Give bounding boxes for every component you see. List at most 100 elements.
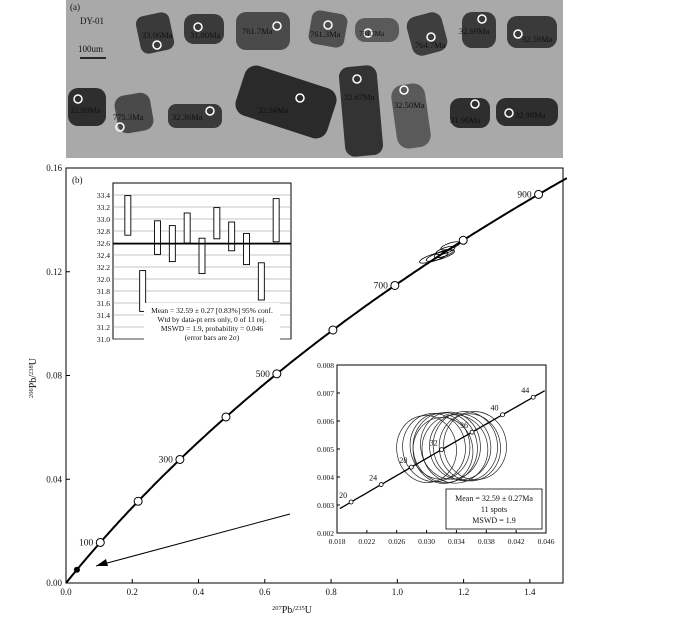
y-tick-label: 0.002 (317, 529, 334, 538)
grain-age-label: 31.80Ma (190, 30, 221, 40)
x-tick-label: 0.4 (193, 587, 205, 597)
y-tick-label: 31.6 (97, 299, 110, 308)
zircon-grain: 764.7Ma (406, 12, 448, 56)
age-marker (469, 429, 475, 435)
zircon-grain: 33.06Ma (135, 12, 175, 54)
error-box (154, 220, 161, 255)
zircon-cl-mosaic: (a) DY-01 100um 33.06Ma 31.80Ma 761.7Ma … (68, 2, 558, 157)
young-age-cluster (73, 566, 80, 573)
age-label: 700 (374, 281, 389, 291)
error-box (198, 237, 206, 275)
y-tick-label: 0.006 (317, 417, 334, 426)
sample-label: DY-01 (80, 16, 104, 26)
age-label: 28 (399, 456, 407, 465)
x-tick-label: 0.018 (329, 537, 346, 546)
zircon-grain: 32.67Ma (338, 65, 384, 157)
error-box (183, 212, 191, 244)
error-box (213, 207, 221, 240)
zircon-grain: 32.94Ma (235, 65, 337, 139)
age-marker (221, 412, 231, 422)
age-marker (133, 496, 143, 506)
x-axis-title: 207Pb/235U (272, 605, 313, 617)
grain-age-label: 784.3Ma (359, 30, 385, 38)
y-tick-label: 0.04 (46, 474, 62, 484)
age-marker (175, 454, 185, 464)
zircon-grain: 32.69Ma (459, 12, 496, 48)
y-tick-label: 0.12 (46, 267, 62, 277)
zircon-cl-image-panel: (a) DY-01 100um 33.06Ma 31.80Ma 761.7Ma … (66, 0, 563, 158)
weighted-mean-inset: 31.0 31.2 31.4 31.6 31.8 32.0 32.2 32.4 32.6 32.8… (97, 182, 292, 344)
age-marker (458, 235, 468, 245)
grain-age-label: 761.3Ma (310, 29, 341, 39)
wm-note-line: (error bars are 2σ) (185, 333, 240, 342)
x-tick-label: 0.046 (538, 537, 555, 546)
x-tick-label: 0.022 (358, 537, 375, 546)
data-ellipse (438, 413, 501, 482)
error-box (243, 232, 250, 266)
error-box (124, 195, 132, 236)
y-tick-label: 32.8 (97, 227, 110, 236)
age-label: 44 (521, 386, 529, 395)
zoom-note-line: 11 spots (481, 505, 507, 514)
y-tick-label: 32.2 (97, 263, 110, 272)
age-marker (348, 499, 354, 505)
x-tick-label: 0.8 (325, 587, 337, 597)
age-marker (328, 325, 338, 335)
main-concordia-chart: 0.0 0.2 0.4 0.6 0.8 1.0 1.2 1.4 0.00 0.04 0.08 0.12… (46, 163, 568, 597)
y-tick-label: 0.008 (317, 361, 334, 370)
x-tick-label: 1.2 (458, 587, 469, 597)
note-bg (144, 303, 280, 343)
panel-a-label: (a) (70, 2, 80, 12)
y-axis-title: 206Pb/238U (28, 357, 40, 398)
zoomed-concordia-note: Mean = 32.59 ± 0.27Ma 11 spots MSWD = 1.… (445, 488, 543, 530)
y-tick-label: 32.4 (97, 251, 110, 260)
data-ellipse (443, 411, 507, 481)
data-ellipse (440, 241, 461, 251)
zoom-note-line: MSWD = 1.9 (472, 516, 515, 525)
weighted-mean-note: Mean = 32.59 ± 0.27 [0.83%] 95% conf. Wt… (151, 306, 273, 342)
y-tick-label: 32.0 (97, 275, 110, 284)
age-marker (439, 447, 445, 453)
zircon-grain: 775.3Ma (113, 92, 154, 134)
error-box (257, 262, 265, 301)
x-tick-label: 0.042 (508, 537, 525, 546)
age-marker (408, 464, 414, 470)
grain-age-label: 31.96Ma (450, 115, 481, 125)
age-label: 900 (517, 190, 532, 200)
y-tick-label: 31.8 (97, 287, 110, 296)
zircon-grain: 31.80Ma (184, 14, 224, 44)
zircon-grain: 761.3Ma (308, 10, 348, 48)
age-marker (530, 394, 536, 400)
age-label: 36 (460, 421, 468, 430)
age-marker (390, 280, 400, 290)
age-label: 24 (369, 474, 377, 483)
zoom-note-line: Mean = 32.59 ± 0.27Ma (455, 494, 533, 503)
y-tick-label: 0.16 (46, 163, 62, 173)
grain-age-label: 764.7Ma (415, 40, 446, 50)
age-marker (500, 412, 505, 418)
x-tick-label: 0.2 (127, 587, 138, 597)
panel-b-label: (b) (72, 175, 83, 185)
data-ellipse (409, 412, 471, 480)
age-label: 20 (339, 491, 347, 500)
grain-age-label: 32.98Ma (515, 110, 546, 120)
y-tick-label: 33.4 (97, 191, 110, 200)
y-tick-label: 31.0 (97, 335, 110, 344)
age-marker (272, 369, 282, 379)
error-box (139, 270, 147, 312)
zircon-grain: 31.96Ma (450, 98, 490, 128)
zircon-grain: 761.7Ma (236, 12, 290, 50)
data-ellipse (433, 249, 454, 259)
age-label: 32 (430, 439, 438, 448)
scale-bar-label: 100um (78, 44, 103, 54)
zircon-grain: 32.50Ma (391, 83, 431, 149)
grain-age-label: 32.67Ma (344, 92, 375, 102)
age-marker (534, 189, 544, 199)
grain-age-label: 32.59Ma (522, 34, 553, 44)
wm-note-line: Wtd by data-pt errs only, 0 of 11 rej. (157, 315, 266, 324)
data-ellipse (429, 413, 492, 481)
zircon-grain: 32.98Ma (496, 98, 558, 126)
wm-note-line: MSWD = 1.9, probability = 0.046 (161, 324, 263, 333)
age-label: 300 (159, 455, 174, 465)
